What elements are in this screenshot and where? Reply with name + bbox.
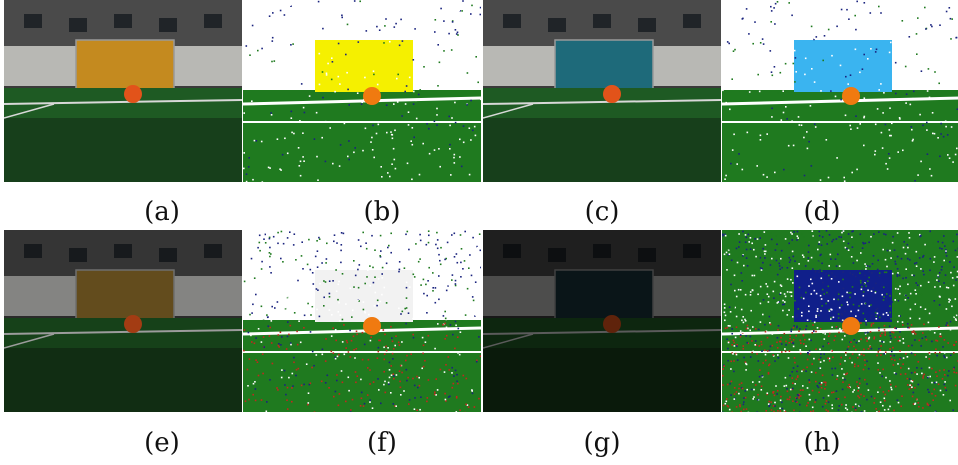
- caption-f: (f): [367, 428, 397, 458]
- field-near: [4, 348, 242, 412]
- room-object: [24, 14, 42, 28]
- panel-g-image: [483, 230, 721, 412]
- room-object: [159, 248, 177, 262]
- room-object: [683, 244, 701, 258]
- room-object: [204, 244, 222, 258]
- field-line: [483, 99, 721, 105]
- field-line: [4, 99, 242, 105]
- panel-b-image: [243, 0, 481, 182]
- room-backdrop: [243, 0, 481, 46]
- field-line: [4, 103, 55, 119]
- panel-f-svg: [243, 230, 481, 412]
- panel-e-svg: [4, 230, 242, 412]
- goal: [555, 40, 653, 90]
- room-object: [593, 14, 611, 28]
- goal: [76, 270, 174, 320]
- room-object: [638, 248, 656, 262]
- field-line: [4, 333, 55, 349]
- panel-d-svg: [722, 0, 958, 182]
- segmentation-noise: [722, 0, 958, 182]
- field: [722, 322, 958, 412]
- caption-d: (d): [803, 197, 841, 227]
- segmentation-noise: [243, 230, 481, 412]
- room-object: [69, 18, 87, 32]
- panel-g-svg: [483, 230, 721, 412]
- field-line: [483, 103, 534, 119]
- panel-b-svg: [243, 0, 481, 182]
- segmentation-noise: [722, 230, 958, 412]
- room-object: [114, 244, 132, 258]
- ball: [363, 317, 381, 335]
- field-line: [4, 329, 242, 335]
- goal: [794, 40, 892, 92]
- field-line: [483, 333, 534, 349]
- panel-e-image: [4, 230, 242, 412]
- room-object: [503, 14, 521, 28]
- ball: [842, 317, 860, 335]
- panel-a-svg: [4, 0, 242, 182]
- field: [243, 322, 481, 412]
- field: [243, 92, 481, 182]
- panel-h-svg: [722, 230, 958, 412]
- ball: [124, 315, 142, 333]
- room-object: [548, 248, 566, 262]
- ball: [124, 85, 142, 103]
- caption-b: (b): [363, 197, 401, 227]
- goal: [555, 270, 653, 320]
- field-line: [243, 326, 481, 336]
- room-object: [593, 244, 611, 258]
- field-near: [483, 348, 721, 412]
- room-object: [204, 14, 222, 28]
- caption-a: (a): [144, 197, 180, 227]
- goal: [76, 40, 174, 90]
- room-object: [159, 18, 177, 32]
- goal: [315, 270, 413, 322]
- room-object: [114, 14, 132, 28]
- room-backdrop: [243, 230, 481, 276]
- room-object: [548, 18, 566, 32]
- caption-e: (e): [144, 428, 180, 458]
- panel-c-svg: [483, 0, 721, 182]
- field-line: [722, 96, 958, 106]
- field: [722, 92, 958, 182]
- room-object: [69, 248, 87, 262]
- ball: [603, 85, 621, 103]
- panel-a-image: [4, 0, 242, 182]
- caption-g: (g): [583, 428, 621, 458]
- field-line: [722, 326, 958, 336]
- field-near: [483, 118, 721, 182]
- panel-c-image: [483, 0, 721, 182]
- panel-f-image: [243, 230, 481, 412]
- segmentation-noise: [243, 0, 481, 182]
- ball: [603, 315, 621, 333]
- panel-d-image: [722, 0, 958, 182]
- field-line: [483, 329, 721, 335]
- room-object: [503, 244, 521, 258]
- room-object: [683, 14, 701, 28]
- panel-h-image: [722, 230, 958, 412]
- field-line: [243, 96, 481, 106]
- caption-c: (c): [584, 197, 620, 227]
- room-object: [24, 244, 42, 258]
- room-backdrop: [722, 0, 958, 46]
- ball: [842, 87, 860, 105]
- caption-h: (h): [803, 428, 841, 458]
- field-near: [4, 118, 242, 182]
- ball: [363, 87, 381, 105]
- room-object: [638, 18, 656, 32]
- goal: [315, 40, 413, 92]
